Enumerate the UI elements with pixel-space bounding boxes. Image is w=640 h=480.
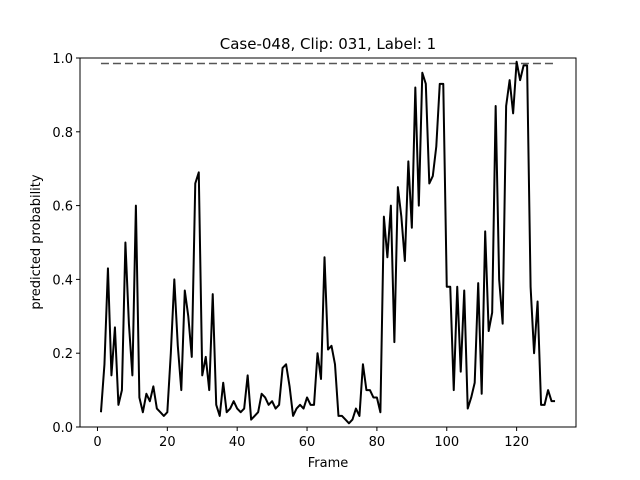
x-tick-label: 100: [434, 435, 459, 450]
y-axis: 0.0 0.2 0.4 0.6 0.8 1.0: [52, 52, 80, 436]
axes-frame: [79, 57, 577, 428]
y-axis-label: predicted probability: [29, 174, 44, 309]
y-tick-label: 0.2: [52, 347, 73, 362]
series-line-0: [99, 60, 556, 425]
y-tick-label: 0.6: [52, 200, 73, 215]
chart-title: Case-048, Clip: 031, Label: 1: [220, 35, 436, 53]
x-axis: 0 20 40 60 80 100 120: [93, 427, 529, 450]
x-tick-label: 0: [93, 435, 101, 450]
x-tick-label: 40: [229, 435, 246, 450]
x-tick-label: 80: [369, 435, 386, 450]
x-tick-label: 120: [504, 435, 529, 450]
y-tick-label: 0.8: [52, 126, 73, 141]
plot-area: [99, 60, 556, 425]
x-tick-label: 20: [159, 435, 176, 450]
x-tick-label: 60: [299, 435, 316, 450]
y-tick-label: 0.4: [52, 273, 73, 288]
y-tick-label: 1.0: [52, 52, 73, 67]
y-tick-label: 0.0: [52, 421, 73, 436]
x-axis-label: Frame: [308, 456, 349, 471]
